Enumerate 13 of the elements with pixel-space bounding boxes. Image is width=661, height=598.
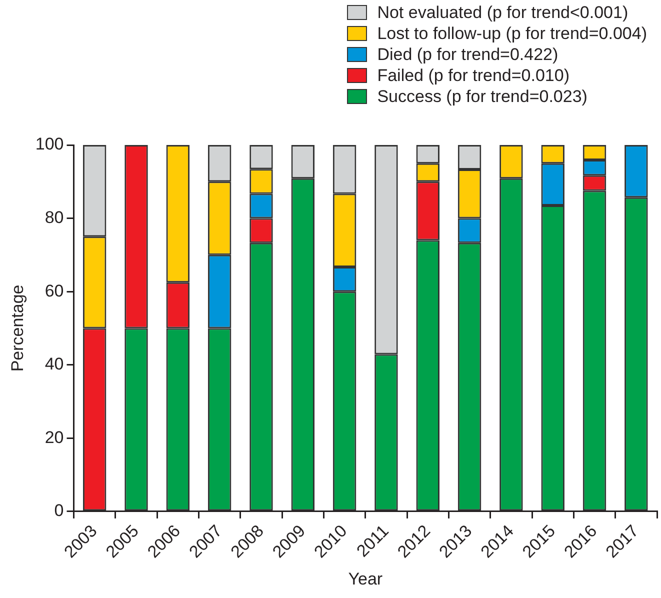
legend-label: Lost to follow-up (p for trend=0.004) (377, 23, 647, 44)
y-tick-label: 100 (35, 134, 64, 154)
x-axis-title: Year (348, 569, 383, 588)
legend-label: Died (p for trend=0.422) (377, 44, 558, 65)
y-axis-title: Percentage (8, 284, 27, 372)
legend-label: Failed (p for trend=0.010) (377, 65, 570, 86)
y-tick-label: 0 (54, 501, 64, 520)
y-tick-label: 40 (44, 354, 64, 374)
y-tick-label: 80 (44, 208, 64, 227)
y-tick-label: 60 (44, 281, 64, 300)
legend-label: Not evaluated (p for trend<0.001) (377, 2, 628, 23)
y-tick-label: 20 (44, 428, 64, 447)
legend-label: Success (p for trend=0.023) (377, 86, 588, 107)
